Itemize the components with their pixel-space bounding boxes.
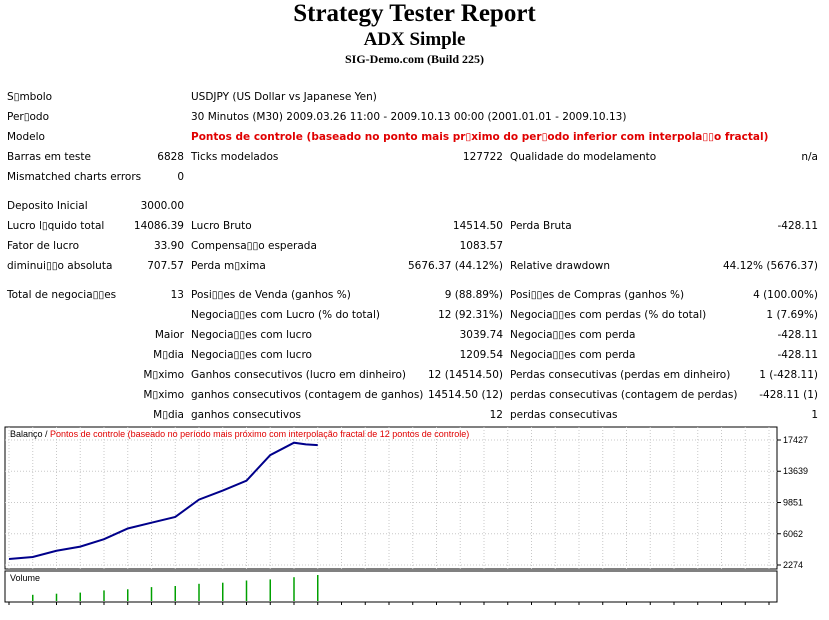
stat-value: Maior	[154, 329, 184, 341]
balance-line	[8, 441, 318, 561]
stat-value: -428.11 (1)	[759, 389, 818, 401]
legend-series: Balanço	[10, 429, 43, 439]
stat-label: USDJPY (US Dollar vs Japanese Yen)	[191, 91, 377, 103]
stat-value: 12	[489, 409, 503, 421]
stat-label: Perda Bruta	[510, 220, 572, 232]
stat-label: perdas consecutivas	[510, 409, 618, 421]
stat-label: Lucro l▯quido total	[7, 220, 105, 232]
stat-value: 1 (7.69%)	[766, 309, 818, 321]
stat-value: 1209.54	[459, 349, 503, 361]
stat-label: Perda m▯xima	[191, 260, 266, 272]
stat-label: Barras em teste	[7, 151, 91, 163]
y-tick-label: 9851	[783, 497, 803, 507]
stat-value: M▯dia	[153, 409, 184, 421]
stat-value: -428.11	[777, 220, 818, 232]
stat-value: M▯dia	[153, 349, 184, 361]
stat-label: Perdas consecutivas (perdas em dinheiro)	[510, 369, 731, 381]
chart-legend: Balanço / Pontos de controle (baseado no…	[10, 429, 469, 439]
stat-label: Posi▯▯es de Compras (ganhos %)	[510, 289, 685, 301]
expert-name: ADX Simple	[363, 29, 466, 50]
stat-label: Ganhos consecutivos (lucro em dinheiro)	[191, 369, 406, 381]
stat-value: 127722	[462, 151, 503, 163]
stat-value: 1 (-428.11)	[759, 369, 818, 381]
stat-label: Pontos de controle (baseado no ponto mai…	[191, 131, 769, 143]
stat-value: 9 (88.89%)	[444, 289, 503, 301]
stat-label: Posi▯▯es de Venda (ganhos %)	[191, 289, 351, 301]
y-tick-label: 13639	[783, 466, 808, 476]
stat-label: Negocia▯▯es com perda	[510, 349, 636, 361]
report-title: Strategy Tester Report	[293, 0, 536, 27]
stat-value: 1	[811, 409, 818, 421]
stat-value: M▯ximo	[143, 369, 184, 381]
stat-label: Qualidade do modelamento	[510, 151, 657, 163]
stat-label: Negocia▯▯es com Lucro (% do total)	[191, 309, 380, 321]
stat-label: Mismatched charts errors	[7, 171, 142, 183]
stat-value: 6828	[157, 151, 184, 163]
stat-value: n/a	[801, 151, 818, 163]
stat-label: Compensa▯▯o esperada	[191, 240, 317, 252]
stat-label: Per▯odo	[7, 111, 50, 123]
stat-value: M▯ximo	[143, 389, 184, 401]
stat-value: 12 (14514.50)	[428, 369, 503, 381]
stat-value: 707.57	[147, 260, 184, 272]
stat-label: Modelo	[7, 131, 45, 143]
y-tick-label: 17427	[783, 435, 808, 445]
stat-label: perdas consecutivas (contagem de perdas)	[510, 389, 738, 401]
stat-label: Negocia▯▯es com perdas (% do total)	[510, 309, 707, 321]
stat-label: Lucro Bruto	[191, 220, 252, 232]
volume-panel	[4, 570, 778, 603]
y-tick-label: 6062	[783, 529, 803, 539]
stat-label: S▯mbolo	[7, 91, 53, 103]
stat-value: -428.11	[777, 329, 818, 341]
stat-label: Negocia▯▯es com lucro	[191, 349, 312, 361]
stat-label: Deposito Inicial	[7, 200, 88, 212]
stat-label: Fator de lucro	[7, 240, 80, 252]
legend-description: Pontos de controle (baseado no período m…	[50, 429, 469, 439]
balance-chart: Balanço / Pontos de controle (baseado no…	[4, 426, 808, 605]
stat-label: Negocia▯▯es com perda	[510, 329, 636, 341]
stat-value: 5676.37 (44.12%)	[408, 260, 503, 272]
stat-label: diminui▯▯o absoluta	[7, 260, 113, 272]
stat-label: Total de negocia▯▯es	[7, 289, 117, 301]
y-tick-label: 2274	[783, 560, 803, 570]
stat-value: -428.11	[777, 349, 818, 361]
stat-value: 12 (92.31%)	[438, 309, 503, 321]
legend-separator: /	[43, 429, 51, 439]
stat-label: ganhos consecutivos	[191, 409, 301, 421]
stat-value: 3039.74	[459, 329, 503, 341]
stat-value: 3000.00	[140, 200, 184, 212]
volume-label: Volume	[10, 573, 40, 583]
server-build: SIG-Demo.com (Build 225)	[345, 52, 484, 66]
stat-label: Negocia▯▯es com lucro	[191, 329, 312, 341]
stat-value: 33.90	[153, 240, 184, 252]
stat-value: 14514.50	[452, 220, 503, 232]
stat-value: 4 (100.00%)	[753, 289, 818, 301]
stat-value: 1083.57	[459, 240, 503, 252]
stat-value: 14086.39	[133, 220, 184, 232]
stat-label: 30 Minutos (M30) 2009.03.26 11:00 - 2009…	[191, 111, 627, 123]
stat-label: Relative drawdown	[510, 260, 611, 272]
stat-value: 0	[177, 171, 184, 183]
stat-label: ganhos consecutivos (contagem de ganhos)	[191, 389, 424, 401]
stat-value: 44.12% (5676.37)	[723, 260, 818, 272]
stat-value: 13	[170, 289, 184, 301]
stat-value: 14514.50 (12)	[428, 389, 503, 401]
plot-area	[4, 426, 778, 570]
stat-label: Ticks modelados	[191, 151, 279, 163]
